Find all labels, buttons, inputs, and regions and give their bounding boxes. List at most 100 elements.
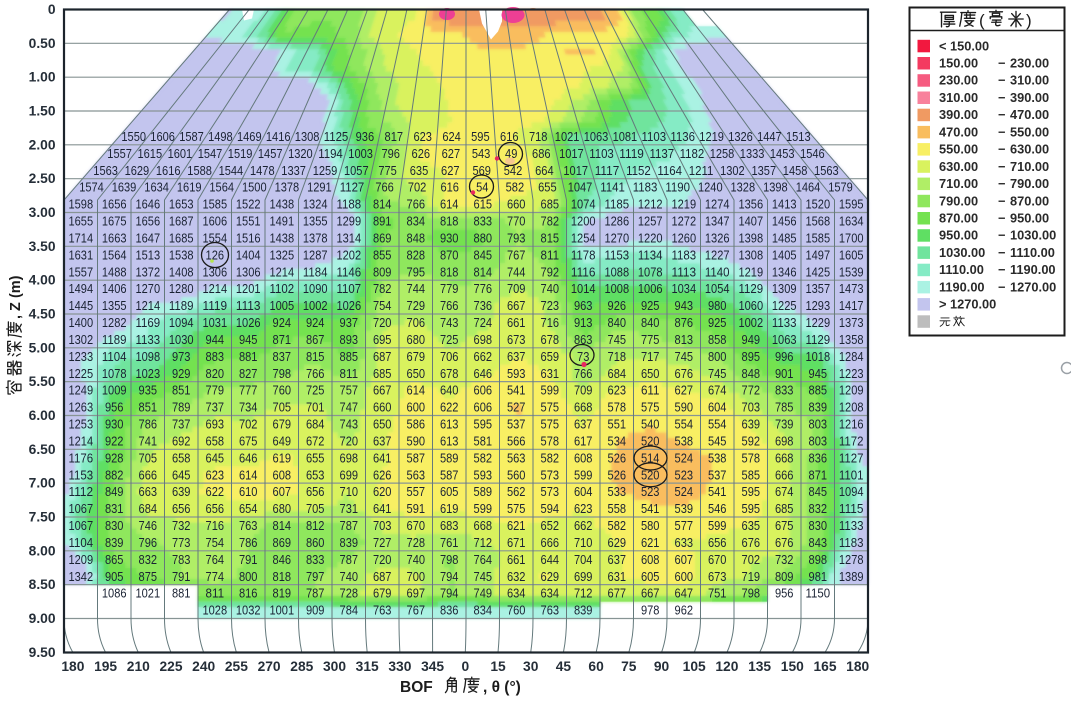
svg-text:936: 936 [356,129,375,144]
svg-text:637: 637 [608,552,627,567]
svg-text:1057: 1057 [344,163,369,178]
svg-text:1184: 1184 [303,264,328,279]
svg-text:0: 0 [48,2,56,17]
svg-text:803: 803 [809,434,828,449]
svg-text:1325: 1325 [270,247,295,262]
svg-text:470.00: 470.00 [939,124,978,139]
svg-text:925: 925 [708,315,727,330]
svg-text:540: 540 [641,417,660,432]
svg-text:−: − [998,107,1005,122]
svg-text:225: 225 [159,659,182,674]
svg-text:1190: 1190 [665,180,690,195]
svg-text:1183: 1183 [633,180,658,195]
svg-text:577: 577 [675,518,694,533]
svg-text:949: 949 [742,332,761,347]
svg-text:1201: 1201 [236,281,261,296]
svg-text:928: 928 [105,450,124,465]
svg-text:836: 836 [440,603,459,618]
svg-text:745: 745 [708,366,727,381]
svg-text:575: 575 [541,400,560,415]
svg-text:9.50: 9.50 [29,645,56,660]
svg-text:668: 668 [775,450,794,465]
svg-text:710.00: 710.00 [939,176,978,191]
svg-text:526: 526 [608,467,627,482]
svg-text:1714: 1714 [69,231,94,246]
svg-text:656: 656 [172,501,191,516]
svg-text:538: 538 [708,450,727,465]
svg-text:885: 885 [809,383,828,398]
svg-text:1563: 1563 [814,163,839,178]
svg-text:1663: 1663 [102,231,127,246]
svg-text:858: 858 [708,332,727,347]
svg-text:1190.00: 1190.00 [1010,262,1056,277]
svg-text:582: 582 [541,450,560,465]
svg-text:792: 792 [541,264,560,279]
svg-text:8.50: 8.50 [29,577,56,592]
svg-text:1133: 1133 [136,332,161,347]
svg-text:604: 604 [574,484,593,499]
svg-text:600: 600 [407,400,426,415]
svg-text:590: 590 [407,434,426,449]
svg-text:1119: 1119 [619,146,644,161]
svg-text:729: 729 [407,298,426,313]
svg-text:653: 653 [306,467,325,482]
svg-text:1389: 1389 [839,569,864,584]
svg-text:832: 832 [139,552,158,567]
svg-text:697: 697 [407,586,426,601]
svg-text:745: 745 [675,349,694,364]
svg-text:1568: 1568 [806,214,831,229]
svg-text:607: 607 [675,552,694,567]
svg-text:706: 706 [440,349,459,364]
svg-text:716: 716 [541,315,560,330]
svg-text:150: 150 [781,659,804,674]
svg-text:620: 620 [373,484,392,499]
svg-text:870.00: 870.00 [1010,193,1049,208]
svg-text:740: 740 [340,569,359,584]
svg-text:1219: 1219 [739,264,764,279]
svg-text:709: 709 [507,281,526,296]
svg-text:1141: 1141 [600,180,625,195]
svg-text:543: 543 [472,146,491,161]
svg-text:699: 699 [340,467,359,482]
svg-text:523: 523 [675,467,694,482]
svg-text:747: 747 [340,400,359,415]
svg-text:833: 833 [775,383,794,398]
svg-text:0.50: 0.50 [29,36,56,51]
svg-text:845: 845 [474,247,493,262]
svg-text:662: 662 [574,518,593,533]
svg-text:1134: 1134 [638,247,663,262]
svg-text:634: 634 [541,586,560,601]
svg-text:798: 798 [742,586,761,601]
svg-text:702: 702 [239,417,258,432]
svg-text:1520: 1520 [806,197,831,212]
svg-text:619: 619 [273,450,292,465]
svg-text:1287: 1287 [303,247,328,262]
svg-text:595: 595 [471,129,490,144]
svg-text:1214: 1214 [136,298,161,313]
svg-text:785: 785 [775,400,794,415]
svg-text:1398: 1398 [763,180,788,195]
svg-text:881: 881 [239,349,258,364]
svg-text:631: 631 [541,366,560,381]
svg-text:2.00: 2.00 [29,137,56,152]
svg-text:1219: 1219 [699,129,724,144]
svg-text:1129: 1129 [739,281,764,296]
svg-text:1026: 1026 [236,315,261,330]
svg-text:702: 702 [408,180,427,195]
svg-text:1254: 1254 [571,231,596,246]
svg-text:703: 703 [742,400,761,415]
svg-text:1125: 1125 [324,129,349,144]
svg-text:3.00: 3.00 [29,205,56,220]
svg-text:837: 837 [273,349,292,364]
svg-text:869: 869 [373,231,392,246]
svg-text:687: 687 [373,349,392,364]
svg-text:590: 590 [675,400,694,415]
svg-text:815: 815 [306,349,325,364]
svg-text:848: 848 [742,366,761,381]
svg-text:73: 73 [577,349,589,364]
svg-text:1183: 1183 [839,535,864,550]
svg-text:803: 803 [809,417,828,432]
svg-text:1587: 1587 [179,129,204,144]
svg-text:1513: 1513 [786,129,811,144]
svg-text:1103: 1103 [642,129,667,144]
